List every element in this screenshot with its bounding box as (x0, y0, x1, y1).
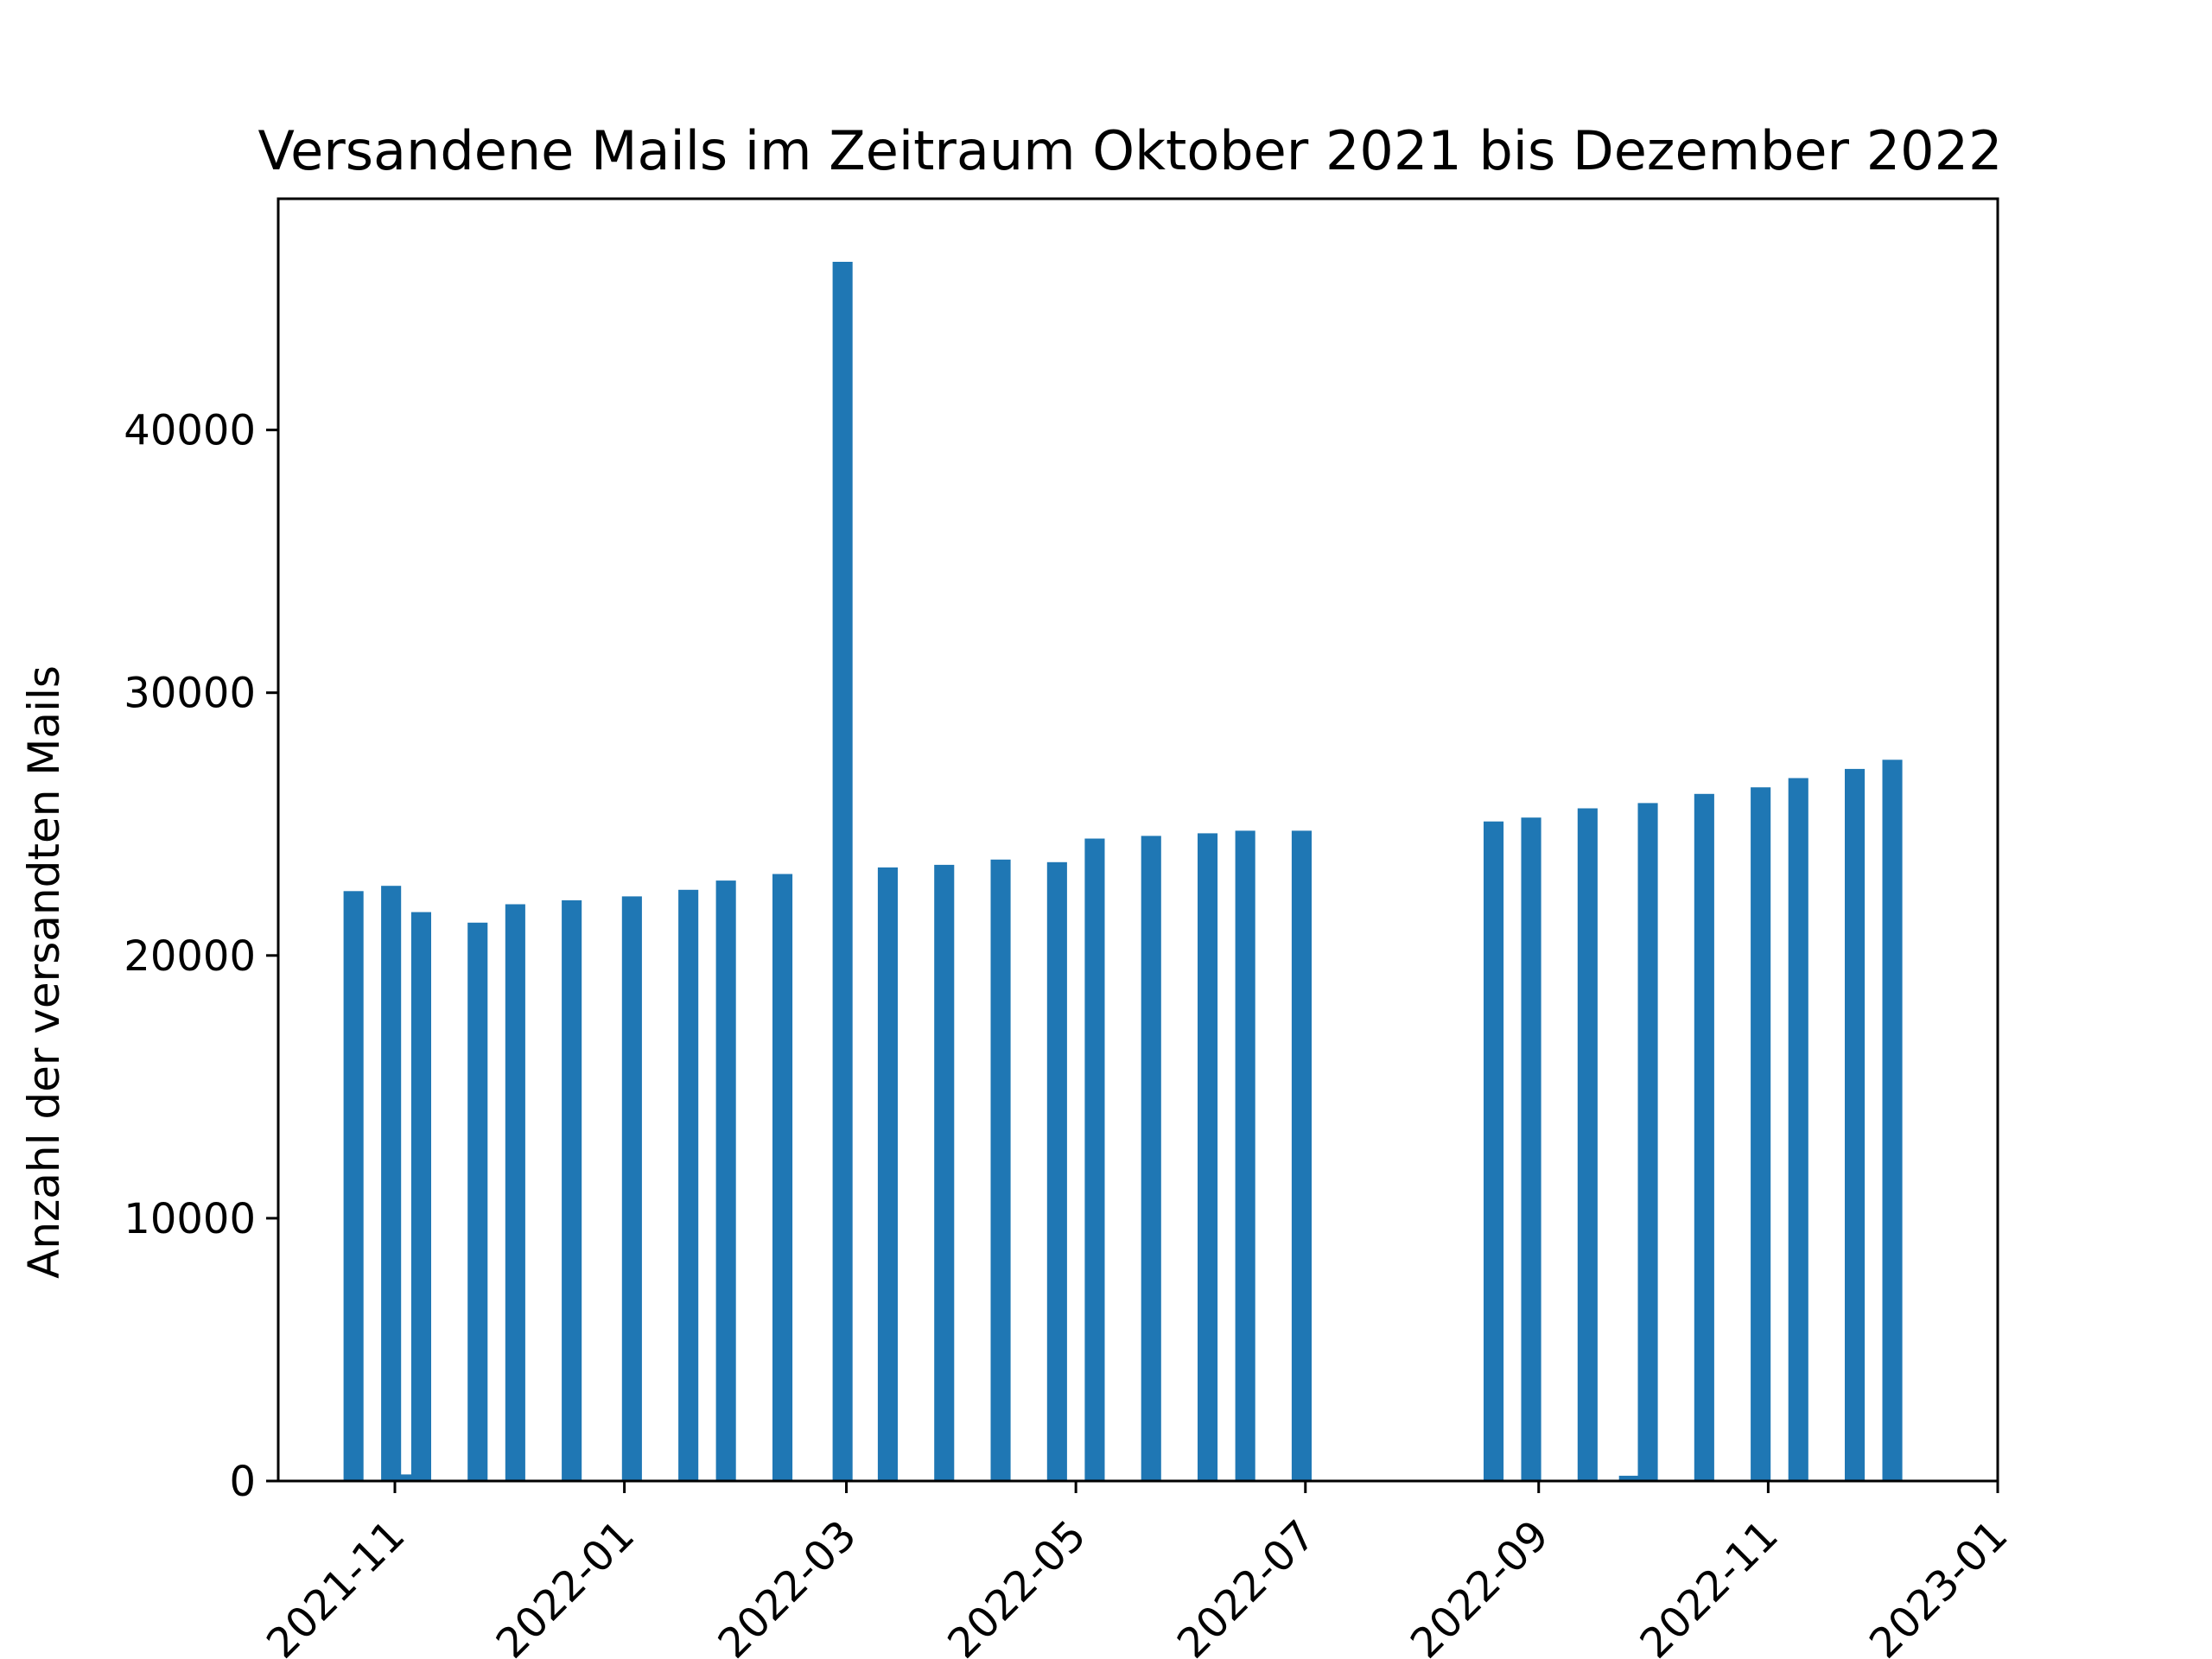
bar-2022-05-06 (1084, 838, 1105, 1481)
bar-2021-12-03 (505, 904, 525, 1481)
bar-2021-12-18 (562, 899, 582, 1481)
bar-2022-06-30 (1291, 830, 1312, 1481)
bar-2021-10-31 (381, 886, 402, 1481)
bar-2022-02-12 (772, 874, 793, 1481)
bar-2022-11-24 (1845, 768, 1866, 1481)
bar-2022-05-21 (1141, 836, 1161, 1481)
y-tick-label: 0 (229, 1458, 256, 1506)
bars-group (343, 262, 1903, 1482)
bar-2022-03-12 (877, 867, 898, 1481)
bar-2021-11-08 (410, 912, 431, 1481)
y-tick-label: 40000 (124, 407, 256, 455)
bar-2022-01-28 (715, 880, 736, 1481)
x-tick-label: 2022-09 (1402, 1511, 1558, 1659)
bar-2022-04-26 (1046, 861, 1067, 1481)
bar-2022-09-25 (1618, 1475, 1639, 1481)
x-tick-label: 2022-11 (1630, 1511, 1787, 1659)
bar-2022-06-05 (1198, 833, 1218, 1481)
bar-2022-01-03 (621, 896, 642, 1481)
bar-2022-11-09 (1788, 778, 1808, 1481)
x-tick-label: 2022-03 (709, 1511, 866, 1659)
x-tick-label: 2023-01 (1860, 1511, 2017, 1659)
plot-frame (276, 197, 1999, 1483)
y-tick-label: 10000 (124, 1195, 256, 1243)
bar-2022-01-18 (678, 889, 699, 1481)
bar-2021-10-21 (343, 891, 364, 1481)
bar-2022-09-14 (1577, 808, 1598, 1481)
bar-2021-11-23 (467, 922, 488, 1481)
y-tick-label: 30000 (124, 670, 256, 718)
bar-2022-08-30 (1521, 817, 1541, 1481)
bar-2022-12-04 (1882, 760, 1903, 1482)
x-tick-label: 2022-07 (1168, 1511, 1325, 1659)
bar-2022-02-28 (832, 262, 853, 1481)
y-axis-label: Anzahl der versandten Mails (19, 665, 69, 1279)
bar-2021-11-03 (392, 1474, 413, 1481)
x-tick-label: 2022-01 (487, 1511, 644, 1659)
bar-2022-06-15 (1235, 830, 1255, 1481)
bar-2022-04-11 (990, 859, 1011, 1481)
x-tick-label: 2021-11 (257, 1511, 414, 1659)
chart-title: Versandene Mails im Zeitraum Oktober 202… (258, 119, 2003, 182)
x-tick-label: 2022-05 (938, 1511, 1095, 1659)
axes-group: 0 10000 20000 30000 40000 2021-11 2022-01 2022-… (124, 407, 2017, 1659)
y-tick-label: 20000 (124, 932, 256, 981)
bar-2022-09-30 (1637, 803, 1658, 1481)
bar-2022-08-20 (1484, 821, 1504, 1481)
bar-2022-10-30 (1751, 787, 1771, 1481)
bar-2022-10-15 (1694, 793, 1714, 1481)
bar-2022-03-27 (934, 864, 955, 1481)
